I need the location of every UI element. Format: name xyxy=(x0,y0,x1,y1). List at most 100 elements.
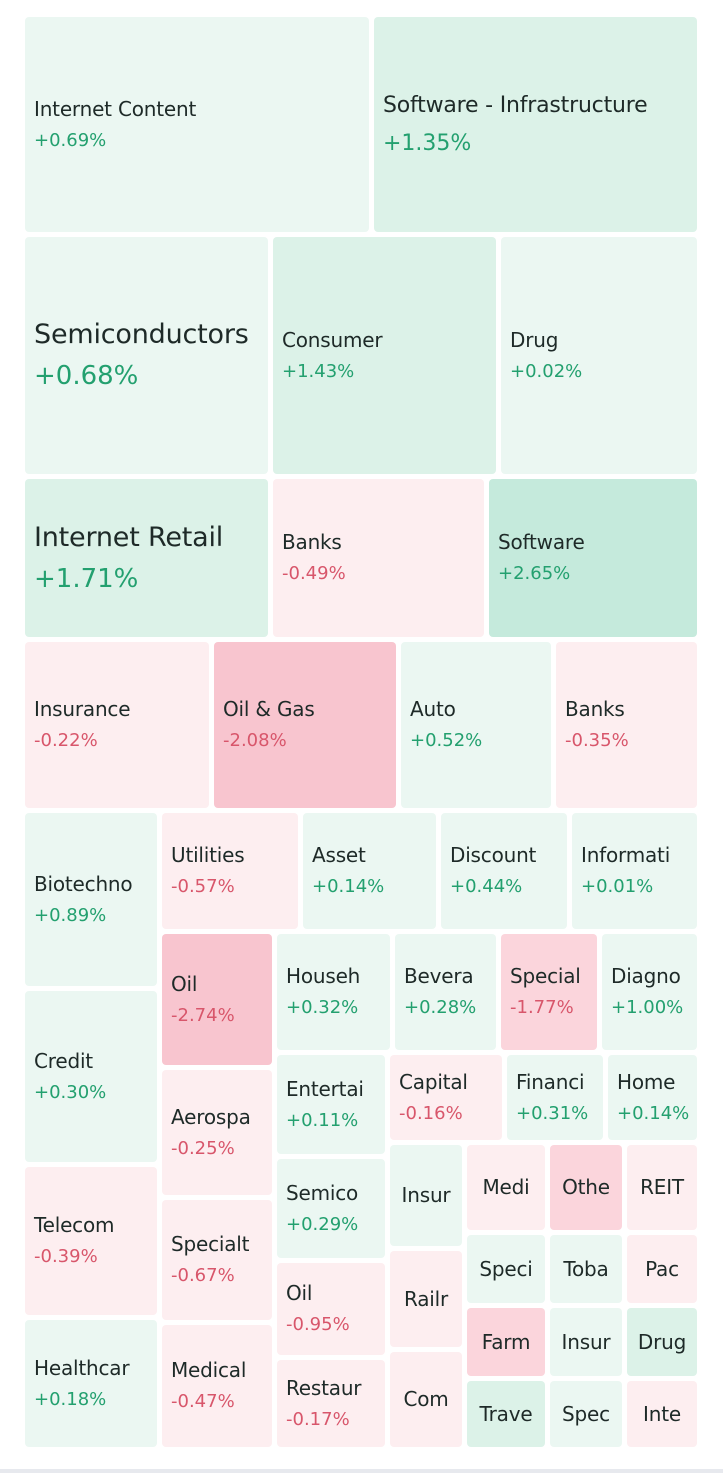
tile-name: Restaur xyxy=(286,1375,362,1400)
tile-medi[interactable]: Medi xyxy=(467,1145,545,1230)
tile-discount[interactable]: Discount +0.44% xyxy=(441,813,567,929)
tile-change: -0.47% xyxy=(171,1391,235,1413)
tile-asset[interactable]: Asset +0.14% xyxy=(303,813,436,929)
tile-name: REIT xyxy=(640,1175,684,1199)
tile-restaur[interactable]: Restaur -0.17% xyxy=(277,1360,385,1447)
tile-change: -0.16% xyxy=(399,1102,463,1124)
tile-semico[interactable]: Semico +0.29% xyxy=(277,1159,385,1258)
tile-name: Telecom xyxy=(34,1213,115,1238)
tile-change: -0.22% xyxy=(34,730,98,752)
tile-change: +0.30% xyxy=(34,1081,107,1103)
tile-insur[interactable]: Insur xyxy=(550,1308,622,1376)
tile-utilities[interactable]: Utilities -0.57% xyxy=(162,813,298,929)
tile-reit[interactable]: REIT xyxy=(627,1145,697,1230)
tile-software-infrastructure[interactable]: Software - Infrastructure +1.35% xyxy=(374,17,697,232)
tile-drug[interactable]: Drug +0.02% xyxy=(501,237,697,474)
tile-toba[interactable]: Toba xyxy=(550,1235,622,1303)
tile-oil[interactable]: Oil -0.95% xyxy=(277,1263,385,1355)
tile-change: +0.18% xyxy=(34,1388,107,1410)
tile-consumer[interactable]: Consumer +1.43% xyxy=(273,237,496,474)
tile-change: +0.29% xyxy=(286,1213,359,1235)
tile-change: +0.69% xyxy=(34,129,107,151)
tile-name: Informati xyxy=(581,843,671,868)
tile-banks[interactable]: Banks -0.49% xyxy=(273,479,484,637)
tile-internet-content[interactable]: Internet Content +0.69% xyxy=(25,17,369,232)
tile-credit[interactable]: Credit +0.30% xyxy=(25,991,157,1162)
tile-oil[interactable]: Oil -2.74% xyxy=(162,934,272,1065)
tile-name: Internet Retail xyxy=(34,521,224,553)
tile-name: Specialt xyxy=(171,1232,250,1257)
tile-name: Speci xyxy=(479,1256,533,1281)
tile-aerospa[interactable]: Aerospa -0.25% xyxy=(162,1070,272,1195)
tile-change: -0.25% xyxy=(171,1137,235,1159)
tile-change: +0.01% xyxy=(581,876,654,898)
tile-name: Inte xyxy=(643,1401,681,1426)
tile-medical[interactable]: Medical -0.47% xyxy=(162,1325,272,1447)
tile-name: Pac xyxy=(645,1256,679,1281)
tile-change: -1.77% xyxy=(510,997,574,1019)
tile-name: Semico xyxy=(286,1180,359,1205)
tile-drug[interactable]: Drug xyxy=(627,1308,697,1376)
tile-auto[interactable]: Auto +0.52% xyxy=(401,642,551,808)
tile-change: -0.95% xyxy=(286,1314,350,1336)
tile-software[interactable]: Software +2.65% xyxy=(489,479,697,637)
tile-name: Financi xyxy=(516,1069,585,1094)
tile-name: Asset xyxy=(312,843,366,868)
tile-name: Drug xyxy=(510,327,559,352)
tile-name: Insur xyxy=(401,1183,451,1207)
tile-change: +1.43% xyxy=(282,360,355,382)
tile-name: Trave xyxy=(479,1401,533,1426)
tile-farm[interactable]: Farm xyxy=(467,1308,545,1376)
tile-name: Consumer xyxy=(282,327,383,352)
tile-househ[interactable]: Househ +0.32% xyxy=(277,934,390,1050)
tile-name: Utilities xyxy=(171,843,245,868)
tile-healthcar[interactable]: Healthcar +0.18% xyxy=(25,1320,157,1447)
tile-home[interactable]: Home +0.14% xyxy=(608,1055,697,1140)
tile-bevera[interactable]: Bevera +0.28% xyxy=(395,934,496,1050)
tile-change: +0.89% xyxy=(34,904,107,926)
tile-name: Househ xyxy=(286,964,361,989)
tile-capital[interactable]: Capital -0.16% xyxy=(390,1055,502,1140)
tile-specialt[interactable]: Specialt -0.67% xyxy=(162,1200,272,1320)
tile-name: Entertai xyxy=(286,1076,364,1101)
tile-informati[interactable]: Informati +0.01% xyxy=(572,813,697,929)
tile-name: Software xyxy=(498,530,585,555)
tile-entertai[interactable]: Entertai +0.11% xyxy=(277,1055,385,1154)
tile-insurance[interactable]: Insurance -0.22% xyxy=(25,642,209,808)
tile-telecom[interactable]: Telecom -0.39% xyxy=(25,1167,157,1315)
tile-trave[interactable]: Trave xyxy=(467,1381,545,1447)
tile-name: Oil xyxy=(171,971,198,996)
tile-diagno[interactable]: Diagno +1.00% xyxy=(602,934,697,1050)
tile-change: -0.49% xyxy=(282,563,346,585)
tile-railr[interactable]: Railr xyxy=(390,1251,462,1347)
tile-speci[interactable]: Speci xyxy=(467,1235,545,1303)
tile-name: Medi xyxy=(482,1175,530,1199)
tile-change: +0.14% xyxy=(617,1102,690,1124)
tile-name: Railr xyxy=(403,1286,449,1311)
tile-name: Diagno xyxy=(611,964,681,989)
tile-change: +0.52% xyxy=(410,730,483,752)
tile-change: +0.68% xyxy=(34,361,139,392)
tile-semiconductors[interactable]: Semiconductors +0.68% xyxy=(25,237,268,474)
tile-spec[interactable]: Spec xyxy=(550,1381,622,1447)
tile-change: -0.35% xyxy=(565,730,629,752)
tile-special[interactable]: Special -1.77% xyxy=(501,934,597,1050)
tile-financi[interactable]: Financi +0.31% xyxy=(507,1055,603,1140)
tile-banks[interactable]: Banks -0.35% xyxy=(556,642,697,808)
tile-oil-and-gas[interactable]: Oil & Gas -2.08% xyxy=(214,642,396,808)
tile-internet-retail[interactable]: Internet Retail +1.71% xyxy=(25,479,268,637)
tile-change: +1.00% xyxy=(611,997,684,1019)
tile-insur[interactable]: Insur xyxy=(390,1145,462,1246)
tile-name: Bevera xyxy=(404,964,474,989)
tile-name: Home xyxy=(617,1069,676,1094)
tile-name: Credit xyxy=(34,1048,93,1073)
tile-name: Farm xyxy=(481,1329,531,1354)
tile-change: -0.67% xyxy=(171,1265,235,1287)
tile-othe[interactable]: Othe xyxy=(550,1145,622,1230)
tile-inte[interactable]: Inte xyxy=(627,1381,697,1447)
tile-biotechno[interactable]: Biotechno +0.89% xyxy=(25,813,157,986)
tile-pac[interactable]: Pac xyxy=(627,1235,697,1303)
tile-name: Capital xyxy=(399,1069,468,1094)
tile-com[interactable]: Com xyxy=(390,1352,462,1447)
